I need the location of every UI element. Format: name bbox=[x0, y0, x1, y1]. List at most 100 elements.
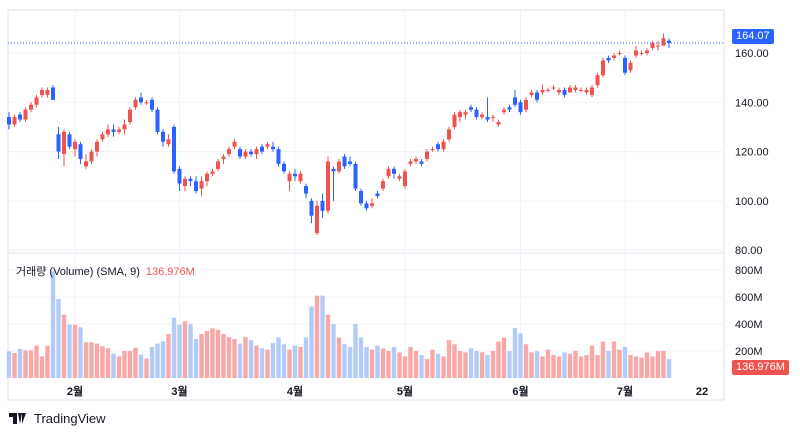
candle-body bbox=[78, 144, 83, 159]
candle-body bbox=[172, 126, 176, 172]
candle-body bbox=[194, 181, 198, 192]
volume-bar bbox=[534, 351, 540, 378]
tradingview-logo[interactable]: TradingView bbox=[9, 411, 106, 426]
volume-bar bbox=[116, 356, 122, 378]
candle-body bbox=[133, 99, 138, 108]
volume-bar bbox=[144, 358, 149, 378]
candle-body bbox=[496, 122, 501, 125]
price-tick-label: 120.00 bbox=[735, 147, 769, 159]
volume-bar bbox=[639, 357, 644, 378]
volume-indicator-label: 거래량 (Volume) (SMA, 9) bbox=[16, 266, 140, 278]
time-tick-label: 7월 bbox=[617, 384, 633, 398]
candle-body bbox=[645, 50, 649, 53]
volume-bar bbox=[149, 346, 155, 378]
volume-bar bbox=[342, 344, 347, 378]
candle-body bbox=[128, 109, 132, 123]
volume-bar bbox=[331, 324, 336, 378]
candle-body bbox=[529, 92, 534, 95]
volume-bar bbox=[78, 327, 83, 378]
volume-bar bbox=[325, 314, 331, 378]
volume-bar bbox=[479, 352, 485, 378]
candle-body bbox=[56, 134, 61, 152]
candle-body bbox=[177, 168, 182, 184]
candle-body bbox=[364, 203, 369, 209]
candle-body bbox=[205, 173, 209, 182]
volume-indicator-legend[interactable]: 거래량 (Volume) (SMA, 9) 136.976M bbox=[16, 263, 195, 279]
time-tick-label: 6월 bbox=[512, 384, 528, 398]
candle-body bbox=[249, 151, 253, 155]
candle-body bbox=[474, 109, 479, 118]
candle-body bbox=[408, 161, 413, 164]
volume-bar bbox=[507, 351, 512, 378]
volume-bar bbox=[292, 345, 298, 378]
volume-bar bbox=[485, 355, 490, 378]
volume-bar bbox=[56, 299, 61, 378]
candle-body bbox=[562, 89, 567, 95]
volume-bar bbox=[17, 348, 23, 378]
candle-body bbox=[656, 45, 660, 47]
volume-bar bbox=[28, 350, 34, 378]
candle-body bbox=[216, 161, 220, 169]
time-tick-label: 5월 bbox=[397, 384, 413, 398]
volume-tick-label: 200M bbox=[735, 346, 763, 358]
candle-body bbox=[353, 163, 358, 189]
volume-bar bbox=[617, 349, 622, 378]
volume-bar bbox=[600, 341, 606, 378]
candle-body bbox=[199, 181, 204, 189]
volume-bar bbox=[127, 351, 133, 378]
candle-body bbox=[326, 161, 330, 211]
candle-body bbox=[320, 200, 325, 211]
volume-indicator-value: 136.976M bbox=[145, 266, 195, 278]
candle-body bbox=[612, 55, 616, 58]
volume-bar bbox=[182, 321, 188, 378]
candle-body bbox=[386, 168, 391, 177]
volume-bar bbox=[61, 314, 67, 378]
volume-bar bbox=[540, 356, 545, 378]
candle-body bbox=[265, 144, 270, 147]
candle-body bbox=[18, 114, 22, 120]
volume-bar bbox=[105, 348, 111, 378]
volume-bar bbox=[551, 355, 556, 378]
volume-last-tag: 136.976M bbox=[732, 360, 789, 375]
volume-bar bbox=[474, 351, 479, 378]
volume-bar bbox=[518, 333, 523, 378]
volume-bar bbox=[50, 271, 56, 378]
volume-bar bbox=[298, 346, 303, 378]
volume-bar bbox=[644, 352, 650, 378]
time-tick-label: 3월 bbox=[171, 384, 187, 398]
candle-body bbox=[502, 109, 506, 113]
volume-bar bbox=[628, 355, 633, 378]
candle-body bbox=[183, 178, 187, 187]
volume-bar bbox=[419, 355, 424, 378]
candle-body bbox=[271, 146, 275, 150]
volume-bar bbox=[595, 355, 600, 378]
volume-bar bbox=[380, 348, 386, 378]
volume-bar bbox=[523, 344, 529, 378]
candle-body bbox=[667, 40, 671, 43]
candle-body bbox=[144, 102, 149, 104]
candle-body bbox=[359, 191, 363, 204]
candle-body bbox=[100, 134, 105, 140]
candle-body bbox=[573, 87, 578, 90]
candle-body bbox=[480, 114, 484, 118]
volume-bar bbox=[397, 352, 402, 378]
candle-body bbox=[546, 89, 550, 91]
candle-body bbox=[551, 87, 556, 89]
volume-bar bbox=[364, 346, 369, 378]
candle-body bbox=[89, 151, 94, 162]
candle-body bbox=[661, 38, 666, 46]
candle-body bbox=[232, 141, 237, 147]
candle-body bbox=[414, 158, 418, 162]
volume-bar bbox=[320, 295, 325, 378]
candle-body bbox=[397, 176, 402, 179]
volume-bar bbox=[89, 342, 94, 378]
volume-bar bbox=[375, 345, 380, 378]
candle-body bbox=[84, 161, 88, 167]
candle-body bbox=[282, 163, 286, 172]
candle-body bbox=[469, 107, 473, 110]
volume-bar bbox=[270, 342, 276, 378]
price-tick-label: 80.00 bbox=[735, 245, 763, 257]
brand-name: TradingView bbox=[34, 411, 106, 426]
candle-body bbox=[106, 129, 110, 135]
